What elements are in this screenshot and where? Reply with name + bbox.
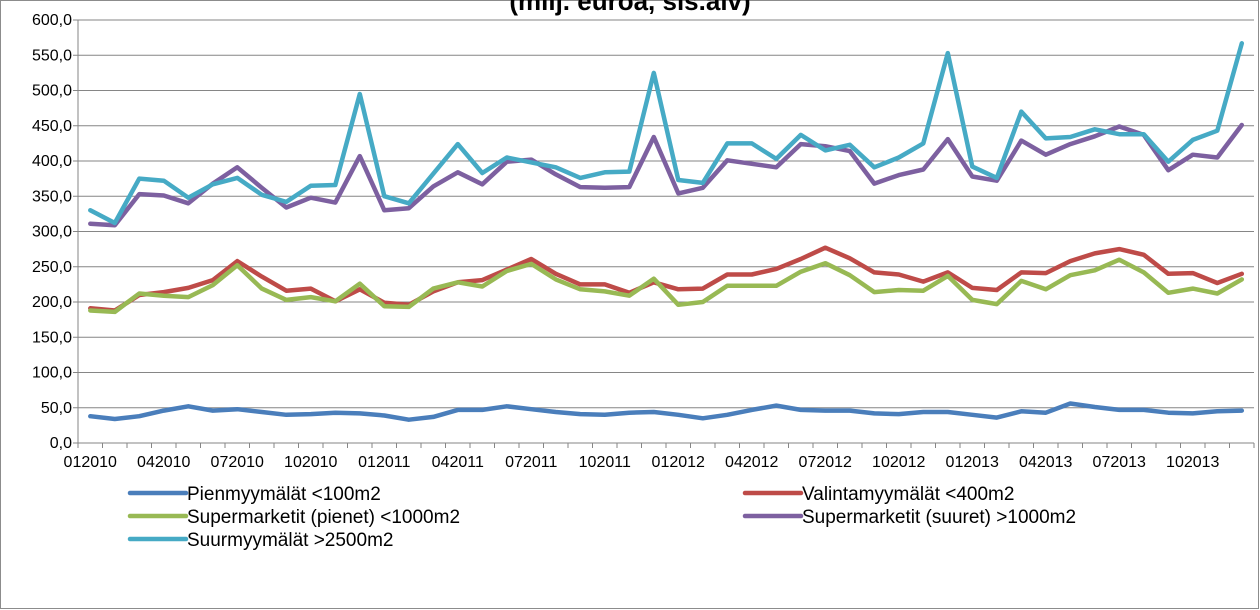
y-tick-label: 550,0 (32, 47, 72, 64)
x-tick-label: 102012 (872, 454, 925, 471)
y-tick-label: 50,0 (41, 400, 72, 417)
x-tick-label: 072011 (505, 454, 557, 471)
legend-item: Pienmyymälät <100m2 (127, 484, 381, 505)
legend-label: Valintamyymälät <400m2 (802, 484, 1014, 505)
y-tick-label: 600,0 (32, 12, 72, 29)
chart-title: (milj. euroa, sis.alv) (509, 0, 751, 16)
y-tick-label: 400,0 (32, 153, 72, 170)
y-tick-label: 300,0 (32, 224, 72, 241)
legend-item: Valintamyymälät <400m2 (742, 484, 1014, 505)
legend-item: Supermarketit (suuret) >1000m2 (742, 507, 1076, 528)
x-tick-label: 072012 (799, 454, 852, 471)
legend-label: Supermarketit (pienet) <1000m2 (187, 507, 460, 528)
y-tick-label: 450,0 (32, 118, 72, 135)
series-line (88, 257, 1245, 315)
y-tick-label: 100,0 (32, 365, 72, 382)
x-tick-label: 102010 (284, 454, 337, 471)
legend-item: Supermarketit (pienet) <1000m2 (127, 507, 460, 528)
x-tick-label: 042013 (1019, 454, 1072, 471)
y-tick-label: 350,0 (32, 188, 72, 205)
x-tick-label: 012010 (64, 454, 117, 471)
x-tick-label: 042012 (725, 454, 778, 471)
y-tick-label: 500,0 (32, 83, 72, 100)
y-tick-label: 0,0 (50, 435, 72, 452)
x-tick-label: 012013 (946, 454, 999, 471)
y-tick-label: 200,0 (32, 294, 72, 311)
x-tick-label: 042010 (137, 454, 190, 471)
series-line (88, 401, 1245, 422)
legend-label: Pienmyymälät <100m2 (187, 484, 381, 505)
legend-item: Suurmyymälät >2500m2 (127, 530, 393, 551)
x-tick-label: 072013 (1093, 454, 1146, 471)
series-line (88, 41, 1245, 226)
legend-label: Supermarketit (suuret) >1000m2 (802, 507, 1076, 528)
legend-label: Suurmyymälät >2500m2 (187, 530, 393, 551)
y-tick-label: 250,0 (32, 259, 72, 276)
x-tick-label: 072010 (211, 454, 264, 471)
series-line (88, 122, 1245, 228)
x-tick-label: 012011 (358, 454, 410, 471)
x-tick-label: 102013 (1166, 454, 1219, 471)
series-line (88, 245, 1245, 313)
x-tick-label: 012012 (652, 454, 705, 471)
y-tick-label: 150,0 (32, 329, 72, 346)
x-tick-label: 042011 (432, 454, 484, 471)
x-tick-label: 102011 (579, 454, 631, 471)
